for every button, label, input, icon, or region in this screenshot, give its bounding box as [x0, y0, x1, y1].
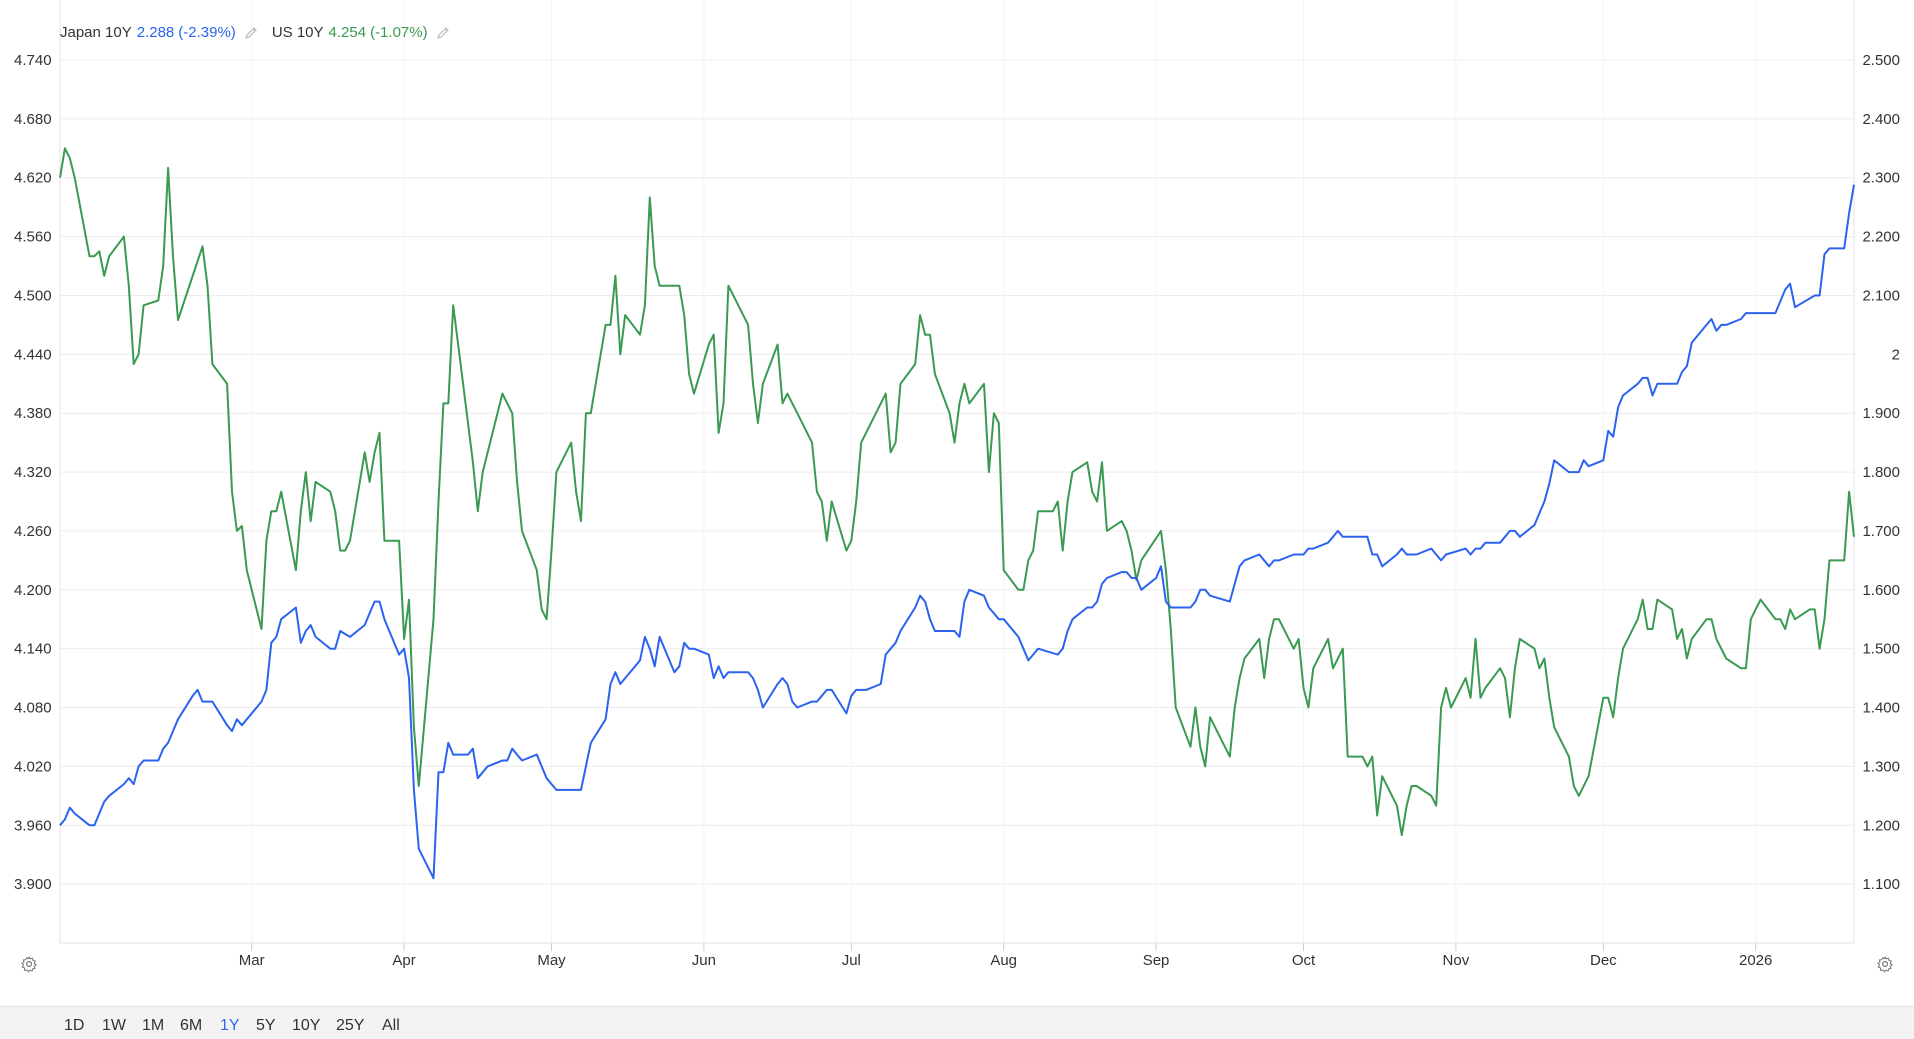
chart-svg: 4.740 4.680 4.620 4.560 4.500 4.440 4.380 4.320… — [14, 0, 1900, 969]
y-tick-label-right: 1.900 — [1862, 405, 1900, 422]
y-tick-label-right: 1.200 — [1862, 817, 1900, 834]
range-button-1d[interactable]: 1D — [64, 1017, 85, 1034]
x-tick-label: Nov — [1443, 952, 1470, 969]
y-tick-label-right: 1.500 — [1862, 641, 1900, 658]
legend-series-change: (-2.39%) — [178, 24, 236, 41]
x-tick-label: Sep — [1143, 952, 1170, 969]
y-tick-label-left: 4.620 — [14, 170, 52, 187]
chart-area: 4.740 4.680 4.620 4.560 4.500 4.440 4.380 4.320… — [14, 0, 1900, 973]
range-button-1m[interactable]: 1M — [142, 1017, 165, 1034]
legend-entry-us[interactable]: US 10Y 4.254 (-1.07%) — [272, 24, 450, 41]
y-tick-label-left: 4.560 — [14, 229, 52, 246]
range-button-1y[interactable]: 1Y — [220, 1017, 240, 1034]
x-tick-label: Oct — [1292, 952, 1316, 969]
y-tick-label-right: 1.600 — [1862, 582, 1900, 599]
x-tick-label: Jul — [842, 952, 861, 969]
y-tick-label-right: 2.400 — [1862, 111, 1900, 128]
x-tick-label: Jun — [692, 952, 716, 969]
y-tick-label-right: 1.400 — [1862, 700, 1900, 717]
range-button-10y[interactable]: 10Y — [292, 1017, 321, 1034]
y-tick-label-left: 4.020 — [14, 758, 52, 775]
x-tick-label: Dec — [1590, 952, 1617, 969]
pencil-icon[interactable] — [436, 26, 450, 40]
range-selector-bar: 1D 1W 1M 6M 1Y 5Y 10Y 25Y All — [0, 1006, 1914, 1039]
y-tick-label-left: 4.740 — [14, 52, 52, 69]
y-tick-label-left: 4.500 — [14, 287, 52, 304]
x-tick-label: 2026 — [1739, 952, 1772, 969]
y-tick-label-right: 1.100 — [1862, 876, 1900, 893]
y-tick-label-right: 1.700 — [1862, 523, 1900, 540]
range-button-25y[interactable]: 25Y — [336, 1017, 365, 1034]
chart-legend: Japan 10Y 2.288 (-2.39%) US 10Y 4.254 (-… — [60, 24, 464, 41]
x-tick-label: May — [537, 952, 566, 969]
y-tick-label-left: 4.680 — [14, 111, 52, 128]
y-tick-label-right: 2.100 — [1862, 287, 1900, 304]
y-tick-label-left: 3.900 — [14, 876, 52, 893]
range-button-5y[interactable]: 5Y — [256, 1017, 276, 1034]
gear-icon[interactable] — [1876, 955, 1894, 973]
legend-series-value: 2.288 — [136, 24, 175, 41]
y-tick-label-right: 1.800 — [1862, 464, 1900, 481]
gear-icon[interactable] — [20, 955, 38, 973]
y-tick-label-left: 4.380 — [14, 405, 52, 422]
pencil-icon[interactable] — [244, 26, 258, 40]
legend-series-value: 4.254 — [328, 24, 367, 41]
legend-series-change: (-1.07%) — [370, 24, 428, 41]
series-line-japan-10y — [59, 184, 1855, 880]
y-tick-label-left: 3.960 — [14, 817, 52, 834]
range-button-1w[interactable]: 1W — [102, 1017, 126, 1034]
y-tick-label-left: 4.200 — [14, 582, 52, 599]
legend-series-name: Japan 10Y — [60, 24, 132, 41]
y-tick-label-right: 2.200 — [1862, 229, 1900, 246]
legend-entry-japan[interactable]: Japan 10Y 2.288 (-2.39%) — [60, 24, 258, 41]
legend-series-name: US 10Y — [271, 24, 324, 41]
y-tick-label-left: 4.080 — [14, 700, 52, 717]
y-tick-label-left: 4.260 — [14, 523, 52, 540]
y-tick-label-left: 4.140 — [14, 641, 52, 658]
x-tick-label: Apr — [392, 952, 415, 969]
x-tick-label: Aug — [990, 952, 1017, 969]
y-tick-label-right: 1.300 — [1862, 758, 1900, 775]
y-tick-label-left: 4.440 — [14, 346, 52, 363]
y-tick-label-right: 2.300 — [1862, 170, 1900, 187]
y-tick-label-left: 4.320 — [14, 464, 52, 481]
y-tick-label-right: 2.500 — [1862, 52, 1900, 69]
series-line-us-10y — [59, 147, 1855, 837]
range-button-6m[interactable]: 6M — [180, 1017, 203, 1034]
range-button-all[interactable]: All — [382, 1017, 400, 1034]
y-tick-label-right: 2 — [1892, 346, 1900, 363]
x-tick-label: Mar — [239, 952, 265, 969]
